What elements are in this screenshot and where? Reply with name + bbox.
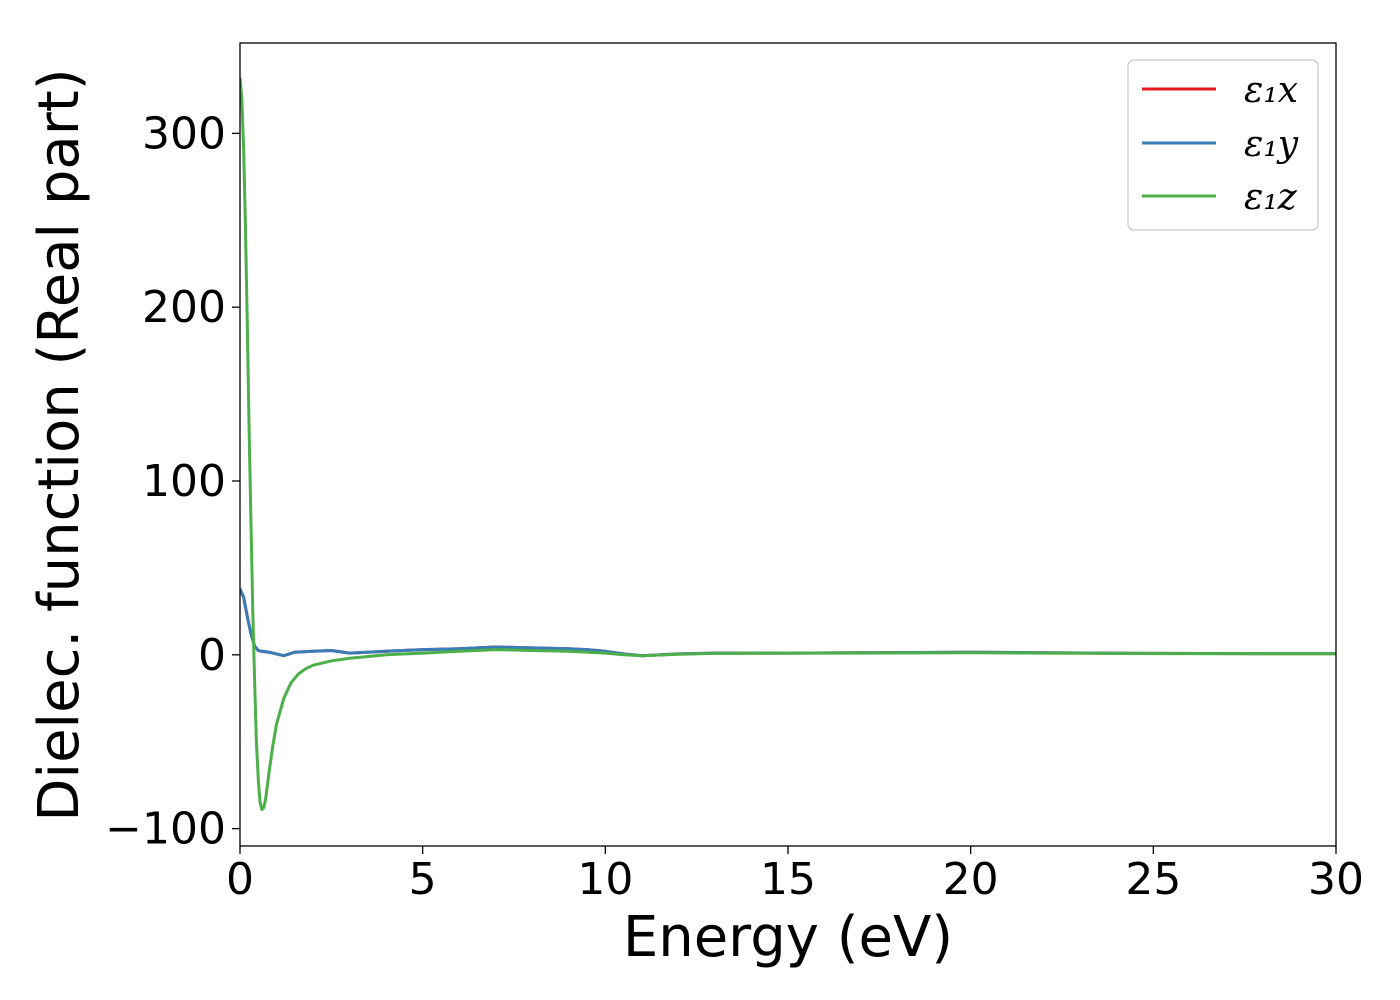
series-line-x [240, 588, 1336, 658]
series-line-y [240, 588, 1336, 658]
y-tick-label: 300 [142, 108, 226, 159]
y-tick-label: 0 [198, 630, 226, 681]
x-tick-label: 0 [226, 854, 254, 905]
x-tick-label: 5 [409, 854, 437, 905]
y-axis: −100 0 100 200 300 [105, 108, 240, 855]
x-tick-label: 25 [1125, 854, 1181, 905]
series-layer [240, 77, 1336, 811]
legend-label-y: ε₁y [1244, 124, 1299, 165]
x-tick-label: 30 [1308, 854, 1364, 905]
legend: ε₁x ε₁y ε₁z [1127, 59, 1319, 231]
y-axis-label: Dielec. function (Real part) [27, 68, 92, 821]
series-line-z [240, 77, 1336, 811]
legend-label-z: ε₁z [1244, 177, 1298, 218]
x-tick-label: 20 [943, 854, 999, 905]
x-axis-label: Energy (eV) [623, 905, 953, 970]
legend-label-x: ε₁x [1244, 70, 1298, 111]
x-tick-label: 15 [760, 854, 816, 905]
y-tick-label: 200 [142, 282, 226, 333]
x-axis: 0 5 10 15 20 25 30 [226, 846, 1364, 905]
x-tick-label: 10 [577, 854, 633, 905]
legend-box [1127, 59, 1319, 231]
y-tick-label: 100 [142, 456, 226, 507]
y-tick-label: −100 [105, 804, 226, 855]
